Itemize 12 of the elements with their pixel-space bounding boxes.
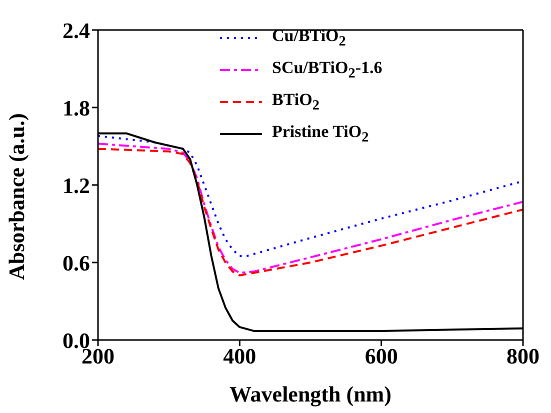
legend-label: BTiO$_{2}$ [272,90,320,114]
y-tick-label: 1.8 [62,95,90,120]
x-tick-label: 400 [223,344,256,369]
x-axis-title: Wavelength (nm) [230,382,392,407]
y-tick-label: 0.6 [62,250,90,276]
y-tick-label: 1.2 [62,172,90,198]
x-tick-label: 800 [506,344,540,369]
y-tick-label: 2.4 [62,18,90,43]
legend-label: Pristine TiO$_{2}$ [272,122,369,146]
legend-label: SCu/BTiO$_{2}$-1.6 [272,58,382,82]
x-tick-label: 600 [364,344,398,369]
y-axis-title: Absorbance (a.u.) [4,113,29,280]
